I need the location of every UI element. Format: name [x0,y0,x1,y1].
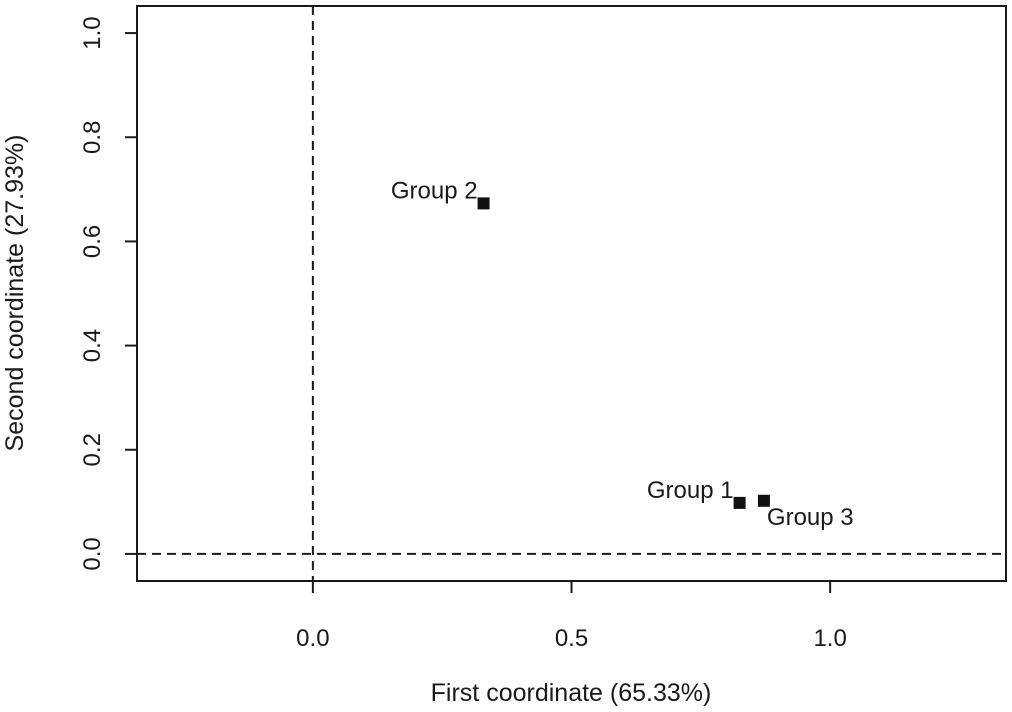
y-tick-label: 0.2 [79,433,106,466]
point-label: Group 2 [391,177,478,204]
y-tick-label: 0.6 [79,225,106,258]
y-axis: 0.0 0.2 0.4 0.6 0.8 1.0 [79,16,138,571]
y-tick-label: 0.0 [79,537,106,570]
data-points: Group 2 Group 1 Group 3 [391,177,854,530]
point-label: Group 3 [767,504,854,531]
data-point [757,494,770,507]
y-tick-label: 0.4 [79,329,106,362]
data-point [733,496,746,509]
x-tick-label: 0.0 [296,625,329,652]
x-tick-label: 0.5 [555,625,588,652]
x-axis: 0.0 0.5 1.0 [296,580,847,652]
x-axis-title: First coordinate (65.33%) [431,679,712,707]
data-point [477,197,490,210]
plot-area-frame [136,5,1007,582]
x-tick-label: 1.0 [813,625,846,652]
y-axis-title: Second coordinate (27.93%) [1,135,29,452]
y-tick-label: 1.0 [79,16,106,49]
y-tick-label: 0.8 [79,121,106,154]
point-label: Group 1 [647,477,734,504]
